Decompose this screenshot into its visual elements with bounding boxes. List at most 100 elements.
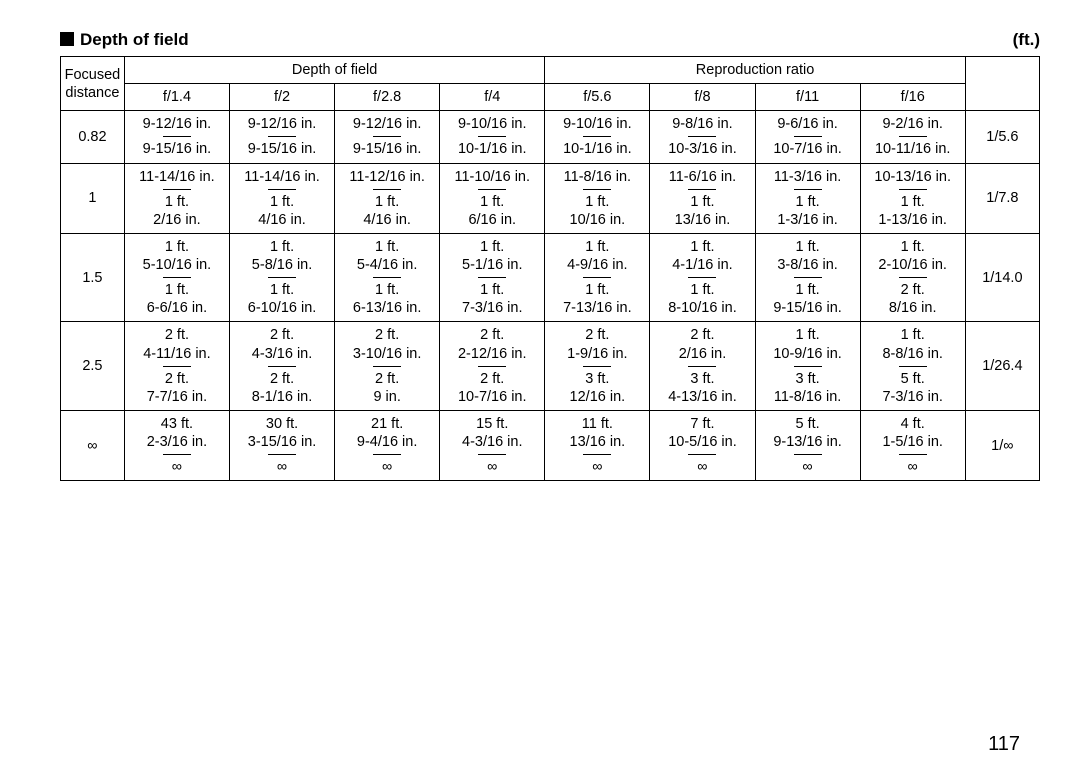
far-value: 8/16 in. — [889, 300, 937, 316]
far-value: 1 ft. — [270, 282, 294, 298]
dof-cell: 11-12/16 in.1 ft.4/16 in. — [335, 163, 440, 233]
near-value: 11 ft. — [582, 416, 613, 432]
far-value: 1 ft. — [270, 194, 294, 210]
near-value: 5 ft. — [795, 416, 819, 432]
near-value: 2 ft. — [375, 327, 399, 343]
dof-cell: 1 ft.4-9/16 in.1 ft.7-13/16 in. — [545, 233, 650, 322]
near-value: 1 ft. — [690, 239, 714, 255]
near-value: 2-12/16 in. — [458, 346, 527, 362]
dof-cell: 1 ft.5-4/16 in.1 ft.6-13/16 in. — [335, 233, 440, 322]
near-value: 9-10/16 in. — [563, 116, 632, 132]
near-value: 1 ft. — [165, 239, 189, 255]
far-value: 2 ft. — [165, 371, 189, 387]
dof-cell: 1 ft.2-10/16 in.2 ft.8/16 in. — [860, 233, 965, 322]
far-value: 2/16 in. — [153, 212, 201, 228]
far-value: 6/16 in. — [468, 212, 516, 228]
dof-cell: 2 ft.4-3/16 in.2 ft.8-1/16 in. — [229, 322, 334, 411]
far-value: 8-10/16 in. — [668, 300, 737, 316]
near-value: 11-3/16 in. — [774, 169, 841, 185]
far-value: 1 ft. — [480, 194, 504, 210]
near-value: 10-9/16 in. — [773, 346, 842, 362]
far-value: 1 ft. — [375, 282, 399, 298]
dof-cell: 9-10/16 in.10-1/16 in. — [440, 111, 545, 163]
dof-cell: 1 ft.5-10/16 in.1 ft.6-6/16 in. — [124, 233, 229, 322]
near-value: 4-3/16 in. — [462, 434, 522, 450]
page-number: 117 — [988, 733, 1020, 756]
near-value: 9-12/16 in. — [143, 116, 212, 132]
table-row: 2.52 ft.4-11/16 in.2 ft.7-7/16 in.2 ft.4… — [61, 322, 1040, 411]
far-value: 1-3/16 in. — [777, 212, 837, 228]
range-separator-icon — [163, 189, 191, 190]
dof-cell: 9-6/16 in.10-7/16 in. — [755, 111, 860, 163]
rr-cell: 1/26.4 — [965, 322, 1039, 411]
near-value: 1 ft. — [270, 239, 294, 255]
far-value: 6-6/16 in. — [147, 300, 207, 316]
dof-cell: 1 ft.10-9/16 in.3 ft.11-8/16 in. — [755, 322, 860, 411]
table-row: ∞43 ft.2-3/16 in.∞30 ft.3-15/16 in.∞21 f… — [61, 410, 1040, 480]
far-value: 10-3/16 in. — [668, 141, 737, 157]
far-value: 6-10/16 in. — [248, 300, 317, 316]
far-value: ∞ — [487, 459, 497, 475]
dof-cell: 7 ft.10-5/16 in.∞ — [650, 410, 755, 480]
near-value: 1 ft. — [795, 327, 819, 343]
far-value: 6-13/16 in. — [353, 300, 422, 316]
near-value: 2 ft. — [690, 327, 714, 343]
far-value: 7-3/16 in. — [882, 389, 942, 405]
th-aperture: f/2.8 — [335, 84, 440, 111]
fd-cell: 0.82 — [61, 111, 125, 163]
near-value: 1 ft. — [375, 239, 399, 255]
dof-cell: 2 ft.2-12/16 in.2 ft.10-7/16 in. — [440, 322, 545, 411]
range-separator-icon — [268, 454, 296, 455]
near-value: 2-3/16 in. — [147, 434, 207, 450]
dof-cell: 1 ft.3-8/16 in.1 ft.9-15/16 in. — [755, 233, 860, 322]
range-separator-icon — [268, 136, 296, 137]
near-value: 11-12/16 in. — [349, 169, 425, 185]
range-separator-icon — [583, 277, 611, 278]
unit-label: (ft.) — [1013, 30, 1040, 50]
dof-cell: 11-10/16 in.1 ft.6/16 in. — [440, 163, 545, 233]
range-separator-icon — [268, 189, 296, 190]
far-value: 3 ft. — [795, 371, 819, 387]
near-value: 2 ft. — [270, 327, 294, 343]
range-separator-icon — [688, 454, 716, 455]
near-value: 1 ft. — [901, 327, 925, 343]
dof-cell: 4 ft.1-5/16 in.∞ — [860, 410, 965, 480]
range-separator-icon — [163, 277, 191, 278]
th-depth-of-field: Depth of field — [124, 57, 544, 84]
far-value: 2 ft. — [375, 371, 399, 387]
th-aperture: f/4 — [440, 84, 545, 111]
dof-cell: 11-14/16 in.1 ft.2/16 in. — [124, 163, 229, 233]
dof-cell: 21 ft.9-4/16 in.∞ — [335, 410, 440, 480]
near-value: 15 ft. — [476, 416, 508, 432]
th-aperture: f/16 — [860, 84, 965, 111]
dof-cell: 9-10/16 in. 10-1/16 in. — [545, 111, 650, 163]
dof-cell: 30 ft.3-15/16 in.∞ — [229, 410, 334, 480]
range-separator-icon — [899, 136, 927, 137]
near-value: 3-15/16 in. — [248, 434, 317, 450]
th-aperture: f/8 — [650, 84, 755, 111]
range-separator-icon — [794, 136, 822, 137]
dof-cell: 1 ft.4-1/16 in.1 ft.8-10/16 in. — [650, 233, 755, 322]
far-value: 13/16 in. — [675, 212, 731, 228]
range-separator-icon — [899, 277, 927, 278]
far-value: 1 ft. — [165, 194, 189, 210]
dof-cell: 9-2/16 in.10-11/16 in. — [860, 111, 965, 163]
th-focused-distance: Focused distance — [61, 57, 125, 111]
range-separator-icon — [478, 136, 506, 137]
th-aperture: f/5.6 — [545, 84, 650, 111]
far-value: 12/16 in. — [570, 389, 626, 405]
far-value: 3 ft. — [690, 371, 714, 387]
range-separator-icon — [478, 189, 506, 190]
fd-cell: 1 — [61, 163, 125, 233]
table-row: 111-14/16 in.1 ft.2/16 in.11-14/16 in.1 … — [61, 163, 1040, 233]
table-aperture-row: f/1.4 f/2 f/2.8 f/4 f/5.6 f/8 f/11 f/16 — [61, 84, 1040, 111]
near-value: 5-10/16 in. — [143, 257, 212, 273]
near-value: 9-12/16 in. — [248, 116, 317, 132]
dof-cell: 1 ft.8-8/16 in.5 ft.7-3/16 in. — [860, 322, 965, 411]
far-value: 1 ft. — [480, 282, 504, 298]
far-value: ∞ — [697, 459, 707, 475]
near-value: 3-8/16 in. — [777, 257, 837, 273]
range-separator-icon — [899, 366, 927, 367]
dof-cell: 9-12/16 in.9-15/16 in. — [335, 111, 440, 163]
far-value: 10-1/16 in. — [563, 141, 632, 157]
